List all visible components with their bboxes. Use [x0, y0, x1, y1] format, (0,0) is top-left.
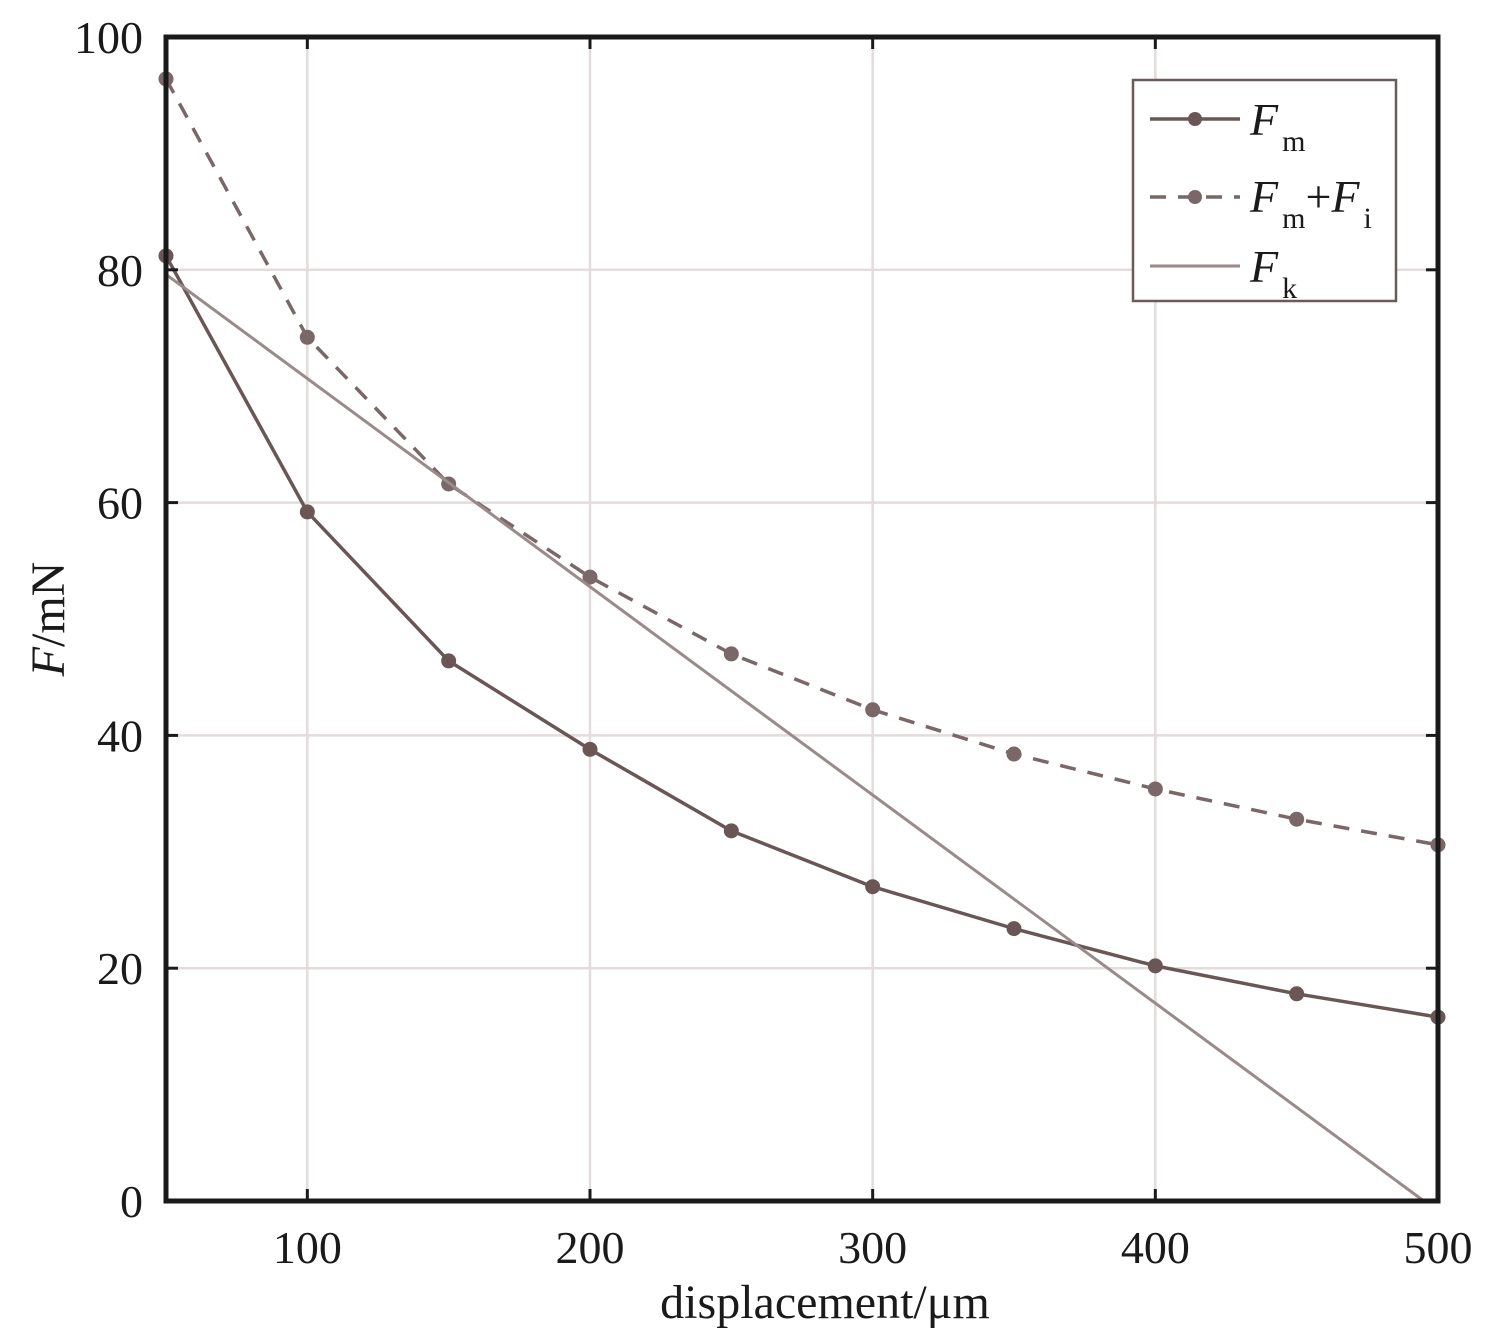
ticks: 100 200 300 400 500 0 20 40 60 80 100	[74, 12, 1473, 1273]
data-point-FmFi	[582, 569, 598, 585]
x-tick-label: 200	[556, 1222, 625, 1273]
data-point-Fm	[865, 879, 881, 895]
legend-fmfi-sub1: m	[1282, 202, 1305, 235]
data-point-Fm	[723, 823, 739, 839]
data-point-FmFi	[723, 646, 739, 662]
data-point-Fm	[1147, 958, 1163, 974]
plot-frame	[163, 34, 1441, 1204]
y-tick-label: 0	[120, 1176, 143, 1227]
data-point-Fm	[441, 653, 457, 669]
legend-fmfi-sub2: i	[1364, 202, 1372, 235]
legend-fmfi-marker	[1188, 190, 1202, 204]
data-point-Fm	[1289, 986, 1305, 1002]
x-tick-label: 400	[1121, 1222, 1190, 1273]
y-tick-label: 100	[74, 12, 143, 63]
legend-fm-marker	[1188, 112, 1202, 126]
series-line-Fm	[164, 254, 1439, 1019]
legend-fmfi-plus: +	[1305, 171, 1331, 222]
data-point-FmFi	[1289, 811, 1305, 827]
series-line-FmFi	[164, 78, 1439, 847]
x-axis-label: displacement/μm	[660, 1276, 990, 1329]
legend-fm-base: F	[1249, 94, 1279, 145]
x-axis-label-unit: displacement/μm	[660, 1276, 990, 1329]
y-axis-label-unit: /mN	[22, 562, 75, 647]
y-tick-label: 60	[97, 478, 143, 529]
y-tick-label: 40	[97, 710, 143, 761]
legend-box	[1131, 78, 1398, 303]
legend-fmfi-base: F	[1249, 171, 1279, 222]
data-point-FmFi	[1147, 781, 1163, 797]
y-tick-label: 20	[97, 943, 143, 994]
data-point-Fm	[582, 741, 598, 757]
data-point-FmFi	[299, 329, 315, 345]
y-tick-label: 80	[97, 245, 143, 296]
data-point-FmFi	[865, 702, 881, 718]
legend-fmfi-base2: F	[1330, 171, 1360, 222]
legend-fm-sub: m	[1282, 125, 1305, 158]
data-point-Fm	[299, 504, 315, 520]
data-point-FmFi	[1006, 746, 1022, 762]
series-line-Fk	[165, 273, 1425, 1203]
data-point-Fm	[1006, 921, 1022, 937]
legend-fk-sub: k	[1282, 272, 1297, 305]
x-tick-label: 500	[1404, 1222, 1473, 1273]
y-axis-label: F/mN	[22, 562, 75, 678]
series-layer	[158, 71, 1446, 1203]
x-tick-label: 100	[273, 1222, 342, 1273]
x-tick-label: 300	[838, 1222, 907, 1273]
y-axis-label-italic: F	[22, 646, 75, 677]
legend-fk-base: F	[1249, 241, 1279, 292]
